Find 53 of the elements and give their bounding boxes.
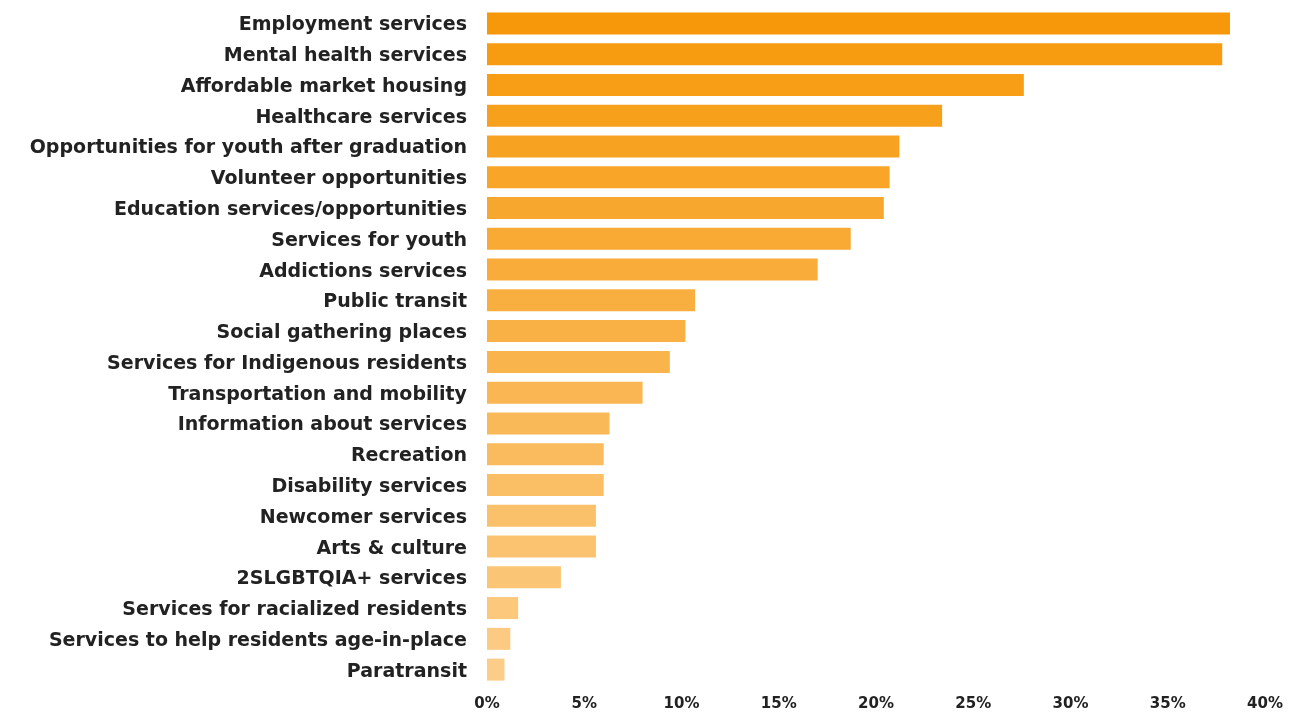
bar xyxy=(487,320,686,343)
y-tick-label: Affordable market housing xyxy=(180,73,467,96)
bar xyxy=(487,289,696,312)
bar xyxy=(487,443,604,466)
bar xyxy=(487,381,643,404)
y-tick-label: Healthcare services xyxy=(255,104,467,127)
y-tick-label: Services to help residents age-in-place xyxy=(48,627,467,650)
bar xyxy=(487,504,596,527)
bar xyxy=(487,535,596,558)
x-tick-label: 35% xyxy=(1149,693,1186,712)
bar xyxy=(487,350,670,373)
y-tick-label: Volunteer opportunities xyxy=(210,166,467,189)
bar xyxy=(487,104,943,127)
x-tick-label: 30% xyxy=(1052,693,1089,712)
x-tick-label: 5% xyxy=(571,693,597,712)
bar xyxy=(487,12,1230,35)
bar xyxy=(487,73,1024,96)
y-tick-label: Mental health services xyxy=(223,43,467,66)
y-tick-label: Services for youth xyxy=(271,227,467,250)
x-tick-label: 25% xyxy=(955,693,992,712)
bar xyxy=(487,258,818,281)
x-tick-label: 0% xyxy=(474,693,500,712)
x-tick-label: 15% xyxy=(760,693,797,712)
y-tick-label: Arts & culture xyxy=(316,535,467,558)
bar xyxy=(487,627,511,650)
y-tick-label: Services for racialized residents xyxy=(122,597,467,620)
bar xyxy=(487,135,900,158)
bar xyxy=(487,166,890,189)
y-tick-label: Opportunities for youth after graduation xyxy=(29,135,467,158)
y-tick-label: Social gathering places xyxy=(216,320,467,343)
bar xyxy=(487,227,851,250)
bar xyxy=(487,473,604,496)
y-tick-label: Paratransit xyxy=(346,658,467,681)
y-tick-label: Public transit xyxy=(323,289,467,312)
bar xyxy=(487,412,610,435)
y-tick-label: Employment services xyxy=(238,12,467,35)
bar xyxy=(487,597,519,620)
bar xyxy=(487,197,884,220)
x-tick-label: 20% xyxy=(858,693,894,712)
bar xyxy=(487,658,505,681)
y-tick-label: Education services/opportunities xyxy=(114,197,467,220)
y-tick-label: Recreation xyxy=(350,443,467,466)
y-tick-label: Newcomer services xyxy=(259,504,467,527)
y-tick-label: Disability services xyxy=(271,473,467,496)
y-tick-label: Transportation and mobility xyxy=(168,381,468,404)
x-tick-label: 40% xyxy=(1247,693,1283,712)
y-tick-label: Information about services xyxy=(177,412,467,435)
y-tick-label: 2SLGBTQIA+ services xyxy=(236,566,467,589)
bar xyxy=(487,566,561,589)
y-tick-label: Services for Indigenous residents xyxy=(107,350,467,373)
y-tick-label: Addictions services xyxy=(259,258,467,281)
bar xyxy=(487,43,1223,66)
x-tick-label: 10% xyxy=(663,693,700,712)
